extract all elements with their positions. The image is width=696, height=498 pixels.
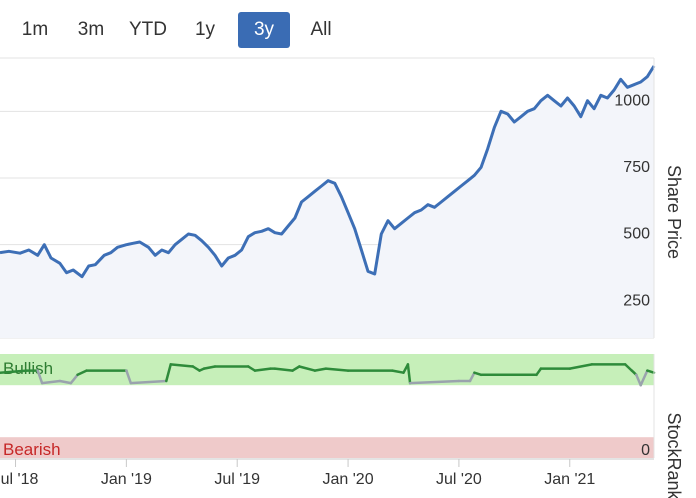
stockrank-segment [165, 363, 172, 383]
x-tick-label: Jan '21 [544, 471, 595, 488]
stockrank-segment [76, 369, 88, 377]
price-tick-label: 500 [623, 226, 650, 243]
share-price-line[interactable] [0, 65, 656, 279]
stockrank-segment [635, 373, 642, 387]
stockrank-segment [247, 365, 257, 372]
price-y-ticks: 250 500 750 1000 [614, 92, 650, 309]
x-tick-label: Jan '19 [101, 471, 152, 488]
stockrank-segment [406, 363, 412, 385]
stockrank-segment [313, 367, 328, 372]
stockrank-segment [324, 367, 350, 372]
share-price-axis-label: Share Price [664, 165, 684, 259]
range-3m-button[interactable]: 3m [77, 19, 105, 40]
range-1y-button[interactable]: 1y [194, 19, 216, 40]
price-tick-label: 750 [623, 159, 650, 176]
range-all-button[interactable]: All [310, 19, 332, 40]
range-ytd-button[interactable]: YTD [129, 19, 167, 40]
stockrank-segment [568, 363, 594, 370]
price-tick-label: 1000 [614, 92, 650, 109]
stockrank-segment [36, 369, 44, 385]
stockrank-segment [125, 369, 133, 385]
stockrank-segment [391, 369, 405, 374]
stockrank-segment [169, 363, 195, 368]
stockrank-segment [40, 379, 62, 385]
stockrank-segment [298, 365, 317, 372]
stockrank-segment [202, 365, 217, 370]
stockrank-lines [0, 363, 656, 387]
stockrank-segment [0, 369, 28, 374]
stockrank-segment [408, 379, 461, 385]
range-selector: 1m 3m YTD 1y 3y All [0, 12, 696, 48]
range-1m-button[interactable]: 1m [21, 19, 49, 40]
stockrank-segment [253, 367, 272, 372]
x-tick-label: Jul '18 [0, 471, 38, 488]
stockrank-segment [623, 363, 634, 372]
range-3y-button[interactable]: 3y [238, 12, 290, 48]
stockrank-segment [646, 369, 656, 374]
price-tick-label: 250 [623, 292, 650, 309]
stockrank-segment [58, 379, 73, 385]
bearish-label: Bearish [3, 440, 61, 459]
stockrank-segment [273, 367, 294, 372]
stockrank-segment [129, 379, 168, 385]
stockrank-segment [639, 369, 649, 387]
x-tick-label: Jul '20 [436, 471, 482, 488]
stockrank-segment [291, 365, 301, 372]
stockrank-segment [69, 373, 79, 385]
bearish-band [0, 437, 654, 458]
price-area-fill [0, 66, 654, 338]
stockrank-axis-label: StockRank [664, 412, 684, 498]
bullish-label: Bullish [3, 359, 53, 378]
stockrank-segment [468, 371, 476, 383]
stockrank-zero-tick: 0 [641, 442, 650, 459]
stockrank-segment [191, 365, 201, 372]
x-tick-label: Jan '20 [323, 471, 374, 488]
x-tick-label: Jul '19 [214, 471, 260, 488]
x-axis: Jul '18 Jan '19 Jul '19 Jan '20 Jul '20 Jan '… [0, 458, 654, 488]
stockrank-segment [535, 367, 543, 377]
